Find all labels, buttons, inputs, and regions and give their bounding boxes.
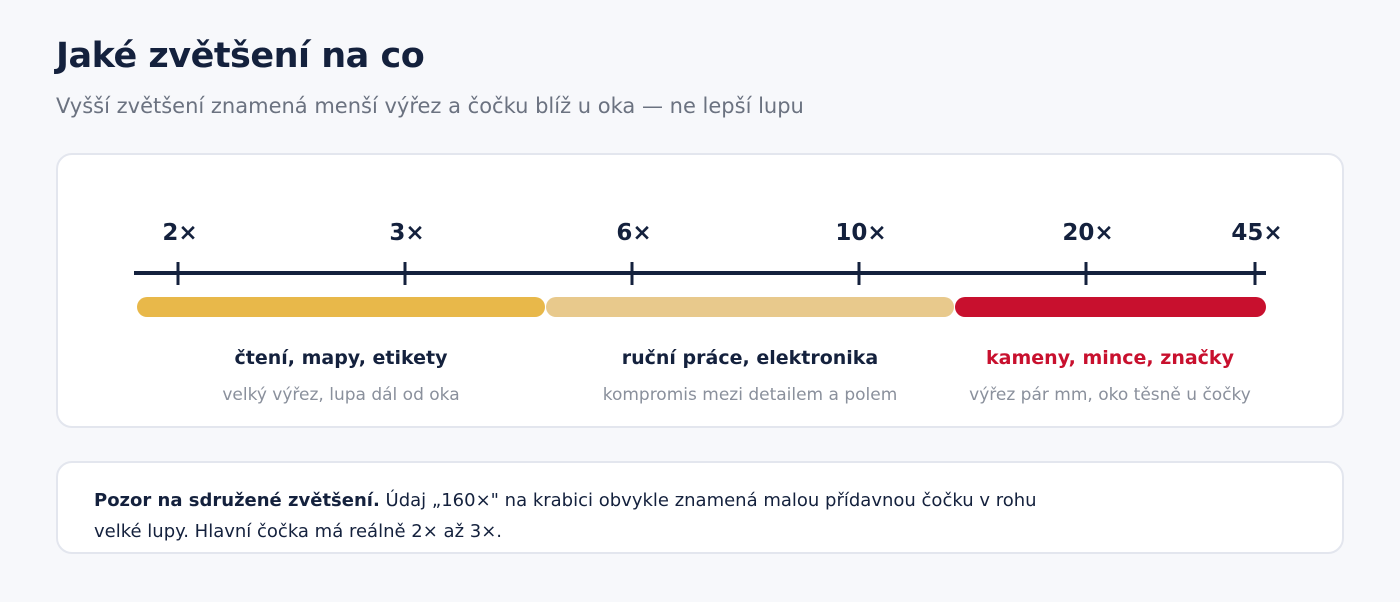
scale-card: 2× 3× 6× 10× 20× 45× čtení, mapy, etikety velk…: [56, 153, 1344, 428]
callout-text: Údaj „160×" na krabici obvykle znamená m…: [94, 490, 1037, 542]
tick-label: 6×: [616, 220, 651, 246]
scale-diagram: 2× 3× 6× 10× 20× 45×: [134, 220, 1283, 317]
range-bar: [546, 297, 954, 317]
tick-label: 20×: [1062, 220, 1113, 246]
title: Jaké zvětšení na co: [56, 36, 425, 76]
range-label: kameny, mince, značky: [986, 347, 1234, 369]
tick-label: 2×: [162, 220, 197, 246]
range-note: výřez pár mm, oko těsně u čočky: [969, 385, 1251, 405]
tick-label: 10×: [835, 220, 886, 246]
range-bar: [137, 297, 545, 317]
range-bar: [955, 297, 1266, 317]
range-label: ruční práce, elektronika: [621, 347, 879, 369]
range-note: velký výřez, lupa dál od oka: [222, 385, 460, 405]
range-note: kompromis mezi detailem a polem: [602, 385, 898, 405]
callout-lead: Pozor na sdružené zvětšení.: [94, 490, 380, 511]
subtitle: Vyšší zvětšení znamená menší výřez a čoč…: [56, 94, 804, 118]
callout-card: Pozor na sdružené zvětšení. Údaj „160×" …: [56, 461, 1344, 554]
tick-label: 3×: [389, 220, 424, 246]
tick-label: 45×: [1231, 220, 1282, 246]
callout: Pozor na sdružené zvětšení. Údaj „160×" …: [94, 485, 1044, 547]
range-label: čtení, mapy, etikety: [234, 347, 448, 369]
